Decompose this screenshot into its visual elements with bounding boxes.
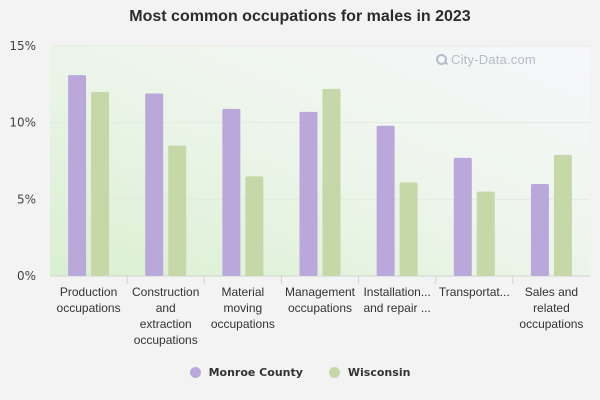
x-tick-label: Construction <box>132 285 199 299</box>
bar-monroe <box>530 184 549 276</box>
legend: Monroe County Wisconsin <box>0 366 600 379</box>
x-tick-label: and <box>156 301 176 315</box>
legend-label-wisconsin: Wisconsin <box>347 366 411 379</box>
bar-monroe <box>68 75 87 276</box>
y-tick-label: 15% <box>9 39 36 53</box>
bar-wisconsin <box>399 182 418 276</box>
x-tick-label: occupations <box>57 301 121 315</box>
x-tick-label: related <box>533 301 570 315</box>
search-icon <box>435 53 448 66</box>
legend-item-monroe: Monroe County <box>189 366 303 379</box>
legend-swatch-monroe <box>189 367 201 378</box>
y-tick-label: 10% <box>9 116 36 130</box>
bar-monroe <box>453 157 472 276</box>
x-tick-label: Production <box>60 285 117 299</box>
bar-monroe <box>376 125 395 276</box>
legend-label-monroe: Monroe County <box>208 366 303 379</box>
x-tick-label: Installation... <box>363 285 430 299</box>
x-tick-label: Management <box>285 285 356 299</box>
bar-wisconsin <box>91 92 110 276</box>
x-tick-label: and repair ... <box>363 301 430 315</box>
x-tick-label: Transportat... <box>439 285 510 299</box>
x-tick-label: occupations <box>211 317 275 331</box>
bar-wisconsin <box>476 191 495 276</box>
bar-wisconsin <box>245 176 264 276</box>
y-tick-label: 0% <box>17 269 36 283</box>
x-tick-label: Sales and <box>525 285 578 299</box>
x-tick-label: occupations <box>288 301 352 315</box>
plot-area <box>50 46 590 276</box>
legend-swatch-wisconsin <box>328 367 340 378</box>
bar-monroe <box>145 93 164 277</box>
bar-monroe <box>222 108 241 276</box>
bar-wisconsin <box>553 154 572 276</box>
watermark: City-Data.com <box>435 52 536 67</box>
x-tick-label: occupations <box>134 333 198 347</box>
x-tick-label: moving <box>224 301 263 315</box>
bar-wisconsin <box>322 88 341 276</box>
x-tick-label: Material <box>222 285 265 299</box>
chart-title: Most common occupations for males in 202… <box>129 8 471 25</box>
bar-monroe <box>299 111 318 276</box>
x-tick-label: occupations <box>519 317 583 331</box>
bar-wisconsin <box>168 145 187 276</box>
legend-item-wisconsin: Wisconsin <box>328 366 411 379</box>
watermark-text: City-Data.com <box>451 52 536 67</box>
y-tick-label: 5% <box>17 192 36 206</box>
x-tick-label: extraction <box>140 317 192 331</box>
